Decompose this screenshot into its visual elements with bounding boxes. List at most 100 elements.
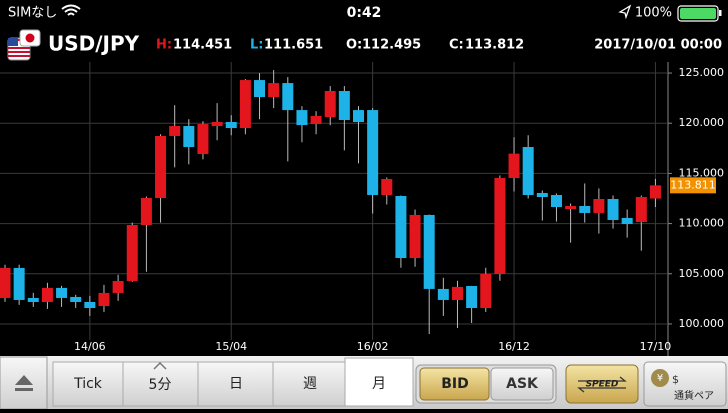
battery-icon [677,5,722,22]
symbol: USD/JPY [48,32,140,56]
yen-icon: ¥ [657,373,663,384]
speed-button[interactable]: SPEED [565,364,639,404]
open-label: O: [346,38,362,53]
y-tick-label: 125.000 [679,66,725,79]
y-tick-label: 115.000 [679,166,725,179]
candle-body [169,126,181,136]
high-value: 114.451 [173,38,232,53]
candle-body [579,206,591,213]
speed-label: SPEED [586,380,619,390]
last-price-label: 113.811 [670,178,716,191]
candle-body [649,185,661,199]
tab-label: 月 [372,376,386,392]
y-tick-label: 110.000 [679,217,725,230]
candle-body [607,198,619,220]
currency-pair-label: 通貨ペア [674,389,714,402]
candle-body [211,122,223,127]
x-tick-label: 15/04 [215,340,247,353]
candle-body [451,286,463,300]
candle-body [282,83,294,111]
tab-day[interactable]: 日 [197,361,274,407]
battery-level: 100% [635,6,672,21]
tab-5min[interactable]: 5分 [122,361,199,407]
candlestick-chart: 100.000 105.000 110.000 115.000 120.000 125.0… [0,62,724,356]
bid-label: BID [441,376,469,392]
candle-body [338,91,350,121]
bid-button[interactable]: BID [419,367,490,401]
candle-body [296,110,308,126]
x-tick-label: 16/12 [498,340,530,353]
x-tick-label: 14/06 [74,340,106,353]
low-value: 111.651 [264,38,323,53]
tab-label: 日 [229,376,243,392]
location-icon [618,4,632,20]
candle-body [550,194,562,208]
high-label: H: [156,38,172,53]
last-price-marker [670,177,716,194]
candle-body [310,115,322,125]
candle-body [324,91,336,117]
candle-body [84,301,96,308]
dollar-icon: $ [672,373,679,386]
candle-body [70,296,82,302]
wifi-icon [61,4,81,16]
ask-label: ASK [506,376,539,392]
collapse-button[interactable] [0,356,48,410]
y-tick-label: 100.000 [679,317,725,330]
candle-body [155,135,167,198]
candle-body [593,198,605,213]
close-label: C: [449,38,464,53]
tab-tick[interactable]: Tick [52,361,124,407]
close-value: 113.812 [465,38,524,53]
candle-body [381,179,393,195]
candle-body [98,292,110,306]
low-label: L: [250,38,263,53]
clock: 0:42 [347,5,382,21]
candle-body [268,83,280,98]
candle-body [197,124,209,155]
y-tick-label: 105.000 [679,267,725,280]
tab-label: Tick [73,376,103,392]
date-time: 2017/10/01 00:00 [594,38,722,53]
candle-body [466,286,478,308]
candle-body [395,195,407,259]
candle-body [140,197,152,225]
candle-body [536,192,548,197]
y-tick-label: 120.000 [679,116,725,129]
candle-body [621,217,633,224]
x-tick-label: 16/02 [357,340,389,353]
candle-body [239,80,251,129]
candle-body [565,206,577,210]
candle-body [522,147,534,195]
open-value: 112.495 [362,38,421,53]
x-tick-label: 17/10 [640,340,672,353]
candle-body [112,280,124,293]
tab-label: 5分 [149,377,172,393]
candle-body [480,273,492,308]
candle-body [409,214,421,259]
tab-month[interactable]: 月 [344,357,414,407]
candle-body [183,126,195,148]
candle-body [225,122,237,129]
candle-body [423,214,435,289]
candle-body [508,153,520,179]
currency-pair-button[interactable]: ¥ $ 通貨ペア [643,361,727,407]
candle-body [254,80,266,98]
candle-body [635,196,647,222]
tab-label: 週 [303,376,317,392]
candle-body [0,267,11,298]
tab-week[interactable]: 週 [272,361,346,407]
carrier: SIMなし [8,6,57,21]
candle-body [41,287,53,302]
currency-flag [7,29,41,61]
candle-body [437,288,449,300]
candle-body [126,224,138,281]
candle-body [13,267,25,300]
candle-body [367,110,379,195]
candle-body [353,110,364,123]
candle-body [494,178,506,274]
ask-button[interactable]: ASK [490,367,554,401]
candle-body [56,287,68,298]
